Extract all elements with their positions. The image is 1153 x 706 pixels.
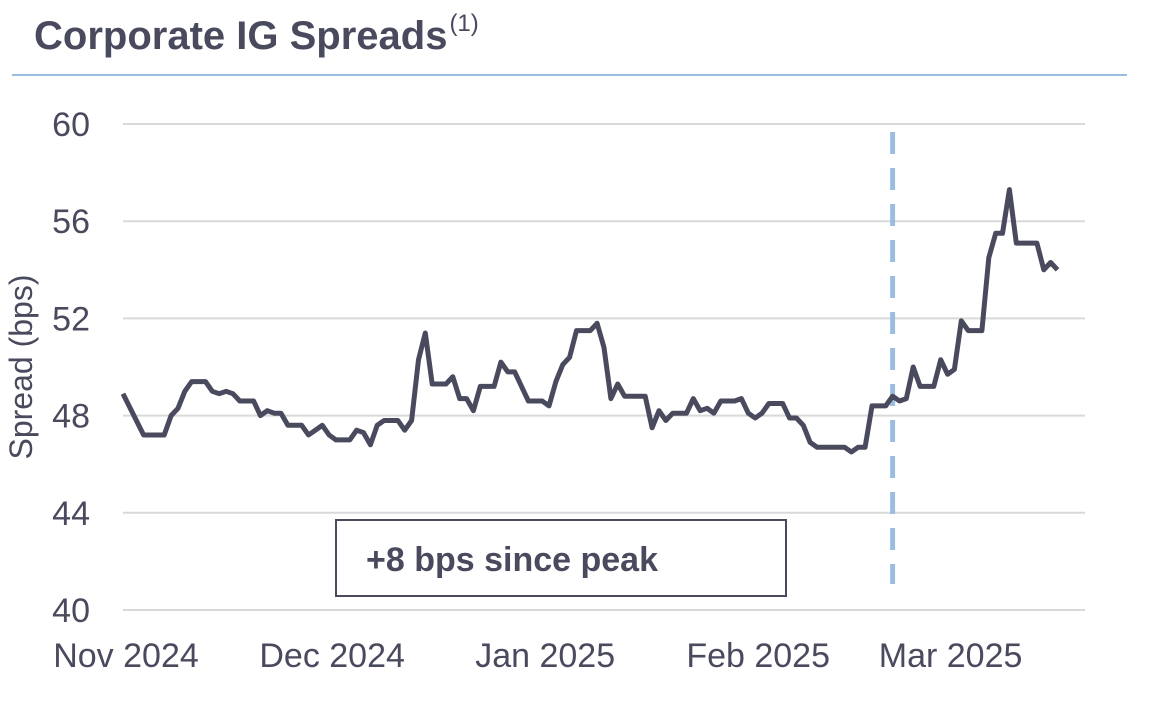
title-footnote-marker: (1): [449, 10, 479, 37]
y-tick-label: 44: [52, 495, 90, 533]
annotation-text: +8 bps since peak: [366, 541, 658, 579]
y-tick-label: 60: [52, 106, 90, 144]
x-axis-ticks: Nov 2024 Dec 2024 Jan 2025 Feb 2025 Mar 2025: [53, 637, 1022, 675]
y-axis-ticks: 60 56 52 48 44 40: [52, 106, 90, 630]
x-tick-label: Nov 2024: [53, 637, 199, 675]
chart-title: Corporate IG Spreads(1): [34, 10, 479, 59]
gridlines: [123, 123, 1085, 611]
y-tick-label: 52: [52, 300, 90, 338]
x-tick-label: Mar 2025: [879, 637, 1023, 675]
chart-title-text: Corporate IG Spreads: [34, 14, 448, 58]
annotation-box: +8 bps since peak: [335, 519, 787, 597]
y-tick-label: 56: [52, 203, 90, 241]
series-group: [120, 187, 1060, 455]
title-divider: [12, 74, 1127, 76]
y-tick-label: 40: [52, 592, 90, 630]
x-tick-label: Dec 2024: [259, 637, 405, 675]
y-axis-label: Spread (bps): [3, 275, 39, 460]
x-tick-label: Feb 2025: [686, 637, 830, 675]
y-tick-label: 48: [52, 398, 90, 436]
x-tick-label: Jan 2025: [475, 637, 615, 675]
series-line: [120, 187, 1060, 455]
